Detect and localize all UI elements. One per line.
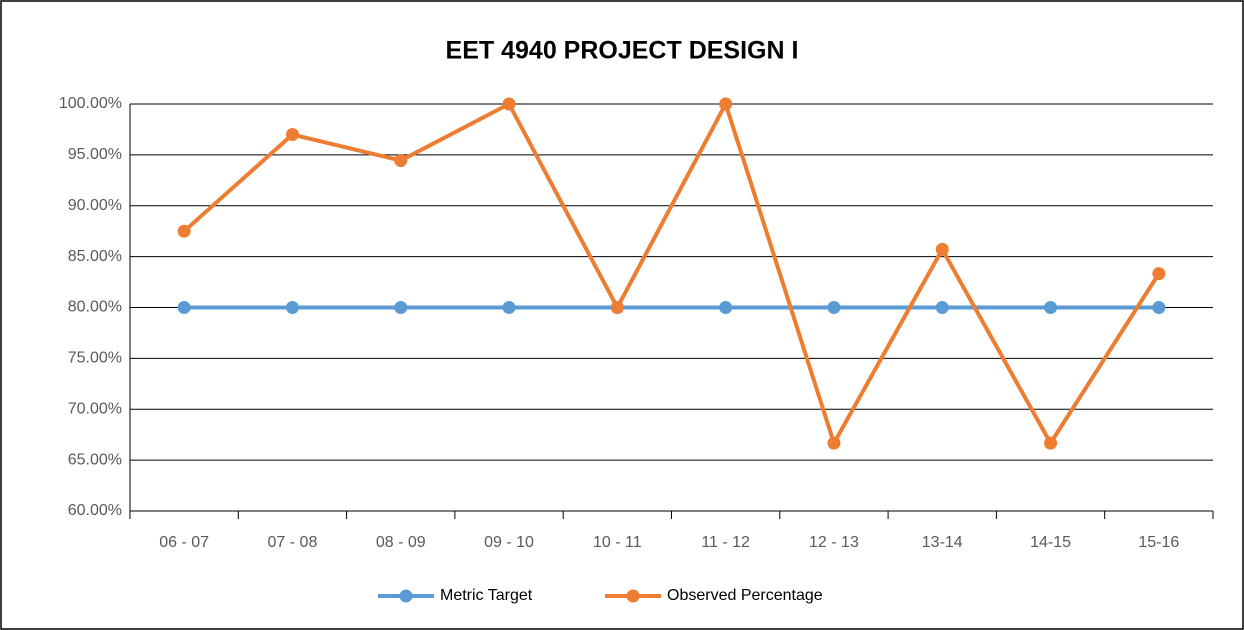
y-tick-label: 70.00% xyxy=(68,400,122,417)
data-point xyxy=(935,242,949,256)
data-point xyxy=(1152,301,1166,314)
chart-title: EET 4940 PROJECT DESIGN I xyxy=(446,37,799,65)
data-point xyxy=(285,128,299,142)
x-tick-label: 10 - 11 xyxy=(593,534,642,551)
legend-label: Observed Percentage xyxy=(667,587,823,604)
data-point xyxy=(610,301,624,314)
x-tick-label: 15-16 xyxy=(1138,534,1179,551)
y-tick-label: 60.00% xyxy=(68,502,122,519)
y-tick-label: 65.00% xyxy=(68,451,122,468)
data-point xyxy=(394,301,408,314)
x-tick-label: 11 - 12 xyxy=(701,534,750,551)
y-tick-label: 75.00% xyxy=(68,350,122,367)
data-point xyxy=(394,154,408,168)
data-point xyxy=(1044,436,1058,450)
data-point xyxy=(177,301,191,314)
data-point xyxy=(827,301,841,314)
legend-label: Metric Target xyxy=(440,587,533,604)
y-tick-label: 85.00% xyxy=(68,248,122,265)
series-line xyxy=(182,102,1161,446)
data-point xyxy=(285,301,299,314)
y-tick-label: 80.00% xyxy=(68,299,122,316)
y-tick-label: 95.00% xyxy=(68,146,122,163)
data-point xyxy=(1044,301,1058,314)
y-tick-label: 90.00% xyxy=(68,197,122,214)
data-point xyxy=(935,301,949,314)
x-tick-label: 09 - 10 xyxy=(484,534,534,551)
data-point xyxy=(502,97,516,111)
x-tick-label: 08 - 09 xyxy=(376,534,426,551)
x-tick-label: 06 - 07 xyxy=(159,534,209,551)
x-tick-label: 14-15 xyxy=(1030,534,1071,551)
data-point xyxy=(719,301,733,314)
legend-marker xyxy=(626,589,640,603)
data-point xyxy=(719,97,733,111)
x-tick-label: 07 - 08 xyxy=(268,534,318,551)
x-tick-label: 12 - 13 xyxy=(809,534,859,551)
data-point xyxy=(177,224,191,238)
data-point xyxy=(827,436,841,450)
x-tick-label: 13-14 xyxy=(922,534,963,551)
data-point xyxy=(1152,267,1166,281)
legend-marker xyxy=(399,589,413,603)
y-tick-label: 100.00% xyxy=(59,95,122,112)
data-point xyxy=(502,301,516,314)
